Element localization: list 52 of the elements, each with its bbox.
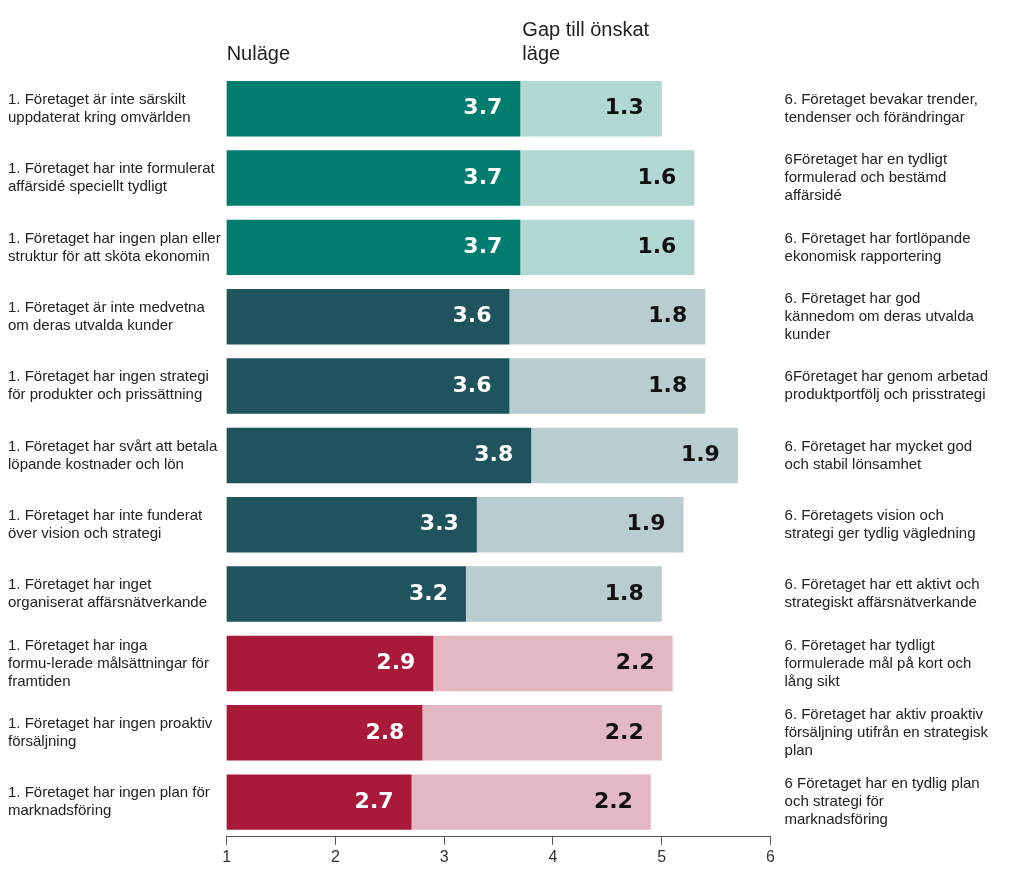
data-label: 1.9 [626, 510, 666, 536]
y-tick-label: 1. Företaget har inga formu-lerade målsättningar för framtiden [8, 635, 209, 689]
y-tick-label: 1. Företaget är inte särskilt uppdaterat kring omvärlden [8, 89, 191, 125]
data-label: 3.3 [419, 510, 459, 536]
y2-tick-label: 6. Företaget har mycket god och stabil lönsamhet [784, 436, 973, 472]
x-tick-label: 2 [330, 847, 340, 865]
y-tick-label: 1. Företaget har ingen plan eller struktur för att sköta ekonomin [8, 228, 221, 264]
y-tick-label: 1. Företaget har inget organiserat affärsnätverkande [8, 575, 208, 611]
y2-tick-label: 6. Företaget har tydligt formulerade mål på kort och lång sikt [784, 635, 972, 689]
y-tick-label: 1. Företaget har ingen plan för marknadsföring [8, 783, 210, 819]
y2-tick-label: 6. Företaget har fortlöpande ekonomisk rapportering [784, 228, 971, 264]
data-label: 1.6 [637, 233, 677, 259]
y-tick-label: 1. Företaget är inte medvetna om deras utvalda kunder [8, 297, 206, 333]
data-label: 1.3 [604, 94, 644, 120]
data-label: 3.6 [452, 371, 492, 397]
series-label: Nuläge [226, 42, 291, 64]
y2-tick-label: 6. Företaget bevakar trender, tendenser och förändringar [784, 89, 978, 125]
x-tick-label: 4 [548, 847, 558, 865]
x-tick-label: 6 [766, 847, 776, 865]
data-label: 1.9 [680, 441, 720, 467]
x-tick-label: 5 [657, 847, 667, 865]
y-tick-label: 1. Företaget har inte formulerat affärsidé speciellt tydligt [8, 159, 216, 195]
data-label: 1.6 [637, 163, 677, 189]
y-tick-label: 1. Företaget har svårt att betala löpande kostnader och lön [8, 436, 218, 472]
y-tick-label: 1. Företaget har inte funderat över vision och strategi [8, 505, 204, 541]
y2-tick-label: 6. Företaget har god kännedom om deras utvalda kunder [784, 288, 975, 342]
y-tick-label: 1. Företaget har ingen strategi för produkter och prissättning [8, 367, 209, 403]
y2-tick-label: 6Företaget har en tydligt formulerad och bestämd affärsidé [784, 150, 948, 204]
x-tick-label: 3 [439, 847, 449, 865]
data-label: 3.7 [463, 233, 503, 259]
series-label: Gap till önskat läge [522, 18, 650, 64]
y2-tick-label: 6. Företaget har aktiv proaktiv försäljning utifrån en strategisk plan [784, 704, 989, 758]
data-label: 1.8 [604, 579, 644, 605]
data-label: 2.9 [376, 649, 416, 675]
x-tick-label: 1 [222, 847, 232, 865]
data-label: 3.7 [463, 163, 503, 189]
y2-tick-label: 6. Företagets vision och strategi ger tydlig vägledning [784, 505, 976, 541]
data-label: 3.7 [463, 94, 503, 120]
data-label: 2.2 [604, 718, 644, 744]
y2-tick-label: 6. Företaget har ett aktivt och strategiskt affärsnätverkande [784, 575, 980, 611]
data-label: 2.7 [354, 787, 394, 813]
data-label: 2.2 [615, 649, 655, 675]
y2-tick-label: 6 Företaget har en tydlig plan och strategi för marknadsföring [784, 774, 980, 828]
data-label: 3.8 [474, 441, 514, 467]
y-tick-label: 1. Företaget har ingen proaktiv försäljning [8, 713, 213, 749]
data-label: 3.6 [452, 302, 492, 328]
data-label: 1.8 [648, 302, 688, 328]
data-label: 3.2 [408, 579, 448, 605]
data-label: 1.8 [648, 371, 688, 397]
data-label: 2.8 [365, 718, 405, 744]
data-label: 2.2 [593, 787, 633, 813]
y2-tick-label: 6Företaget har genom arbetad produktportfölj och prisstrategi [784, 367, 988, 403]
